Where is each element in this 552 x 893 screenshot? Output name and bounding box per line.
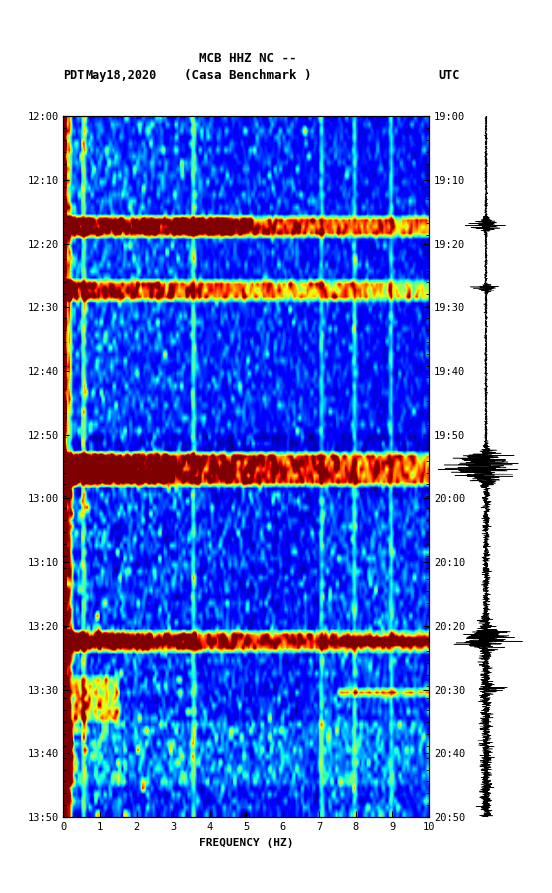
Text: May18,2020: May18,2020 xyxy=(86,70,157,82)
Text: UTC: UTC xyxy=(438,70,460,82)
Text: (Casa Benchmark ): (Casa Benchmark ) xyxy=(184,70,312,82)
X-axis label: FREQUENCY (HZ): FREQUENCY (HZ) xyxy=(199,838,294,847)
Text: MCB HHZ NC --: MCB HHZ NC -- xyxy=(199,52,297,64)
Text: USGS: USGS xyxy=(21,18,51,30)
Text: PDT: PDT xyxy=(63,70,85,82)
Polygon shape xyxy=(8,10,19,35)
